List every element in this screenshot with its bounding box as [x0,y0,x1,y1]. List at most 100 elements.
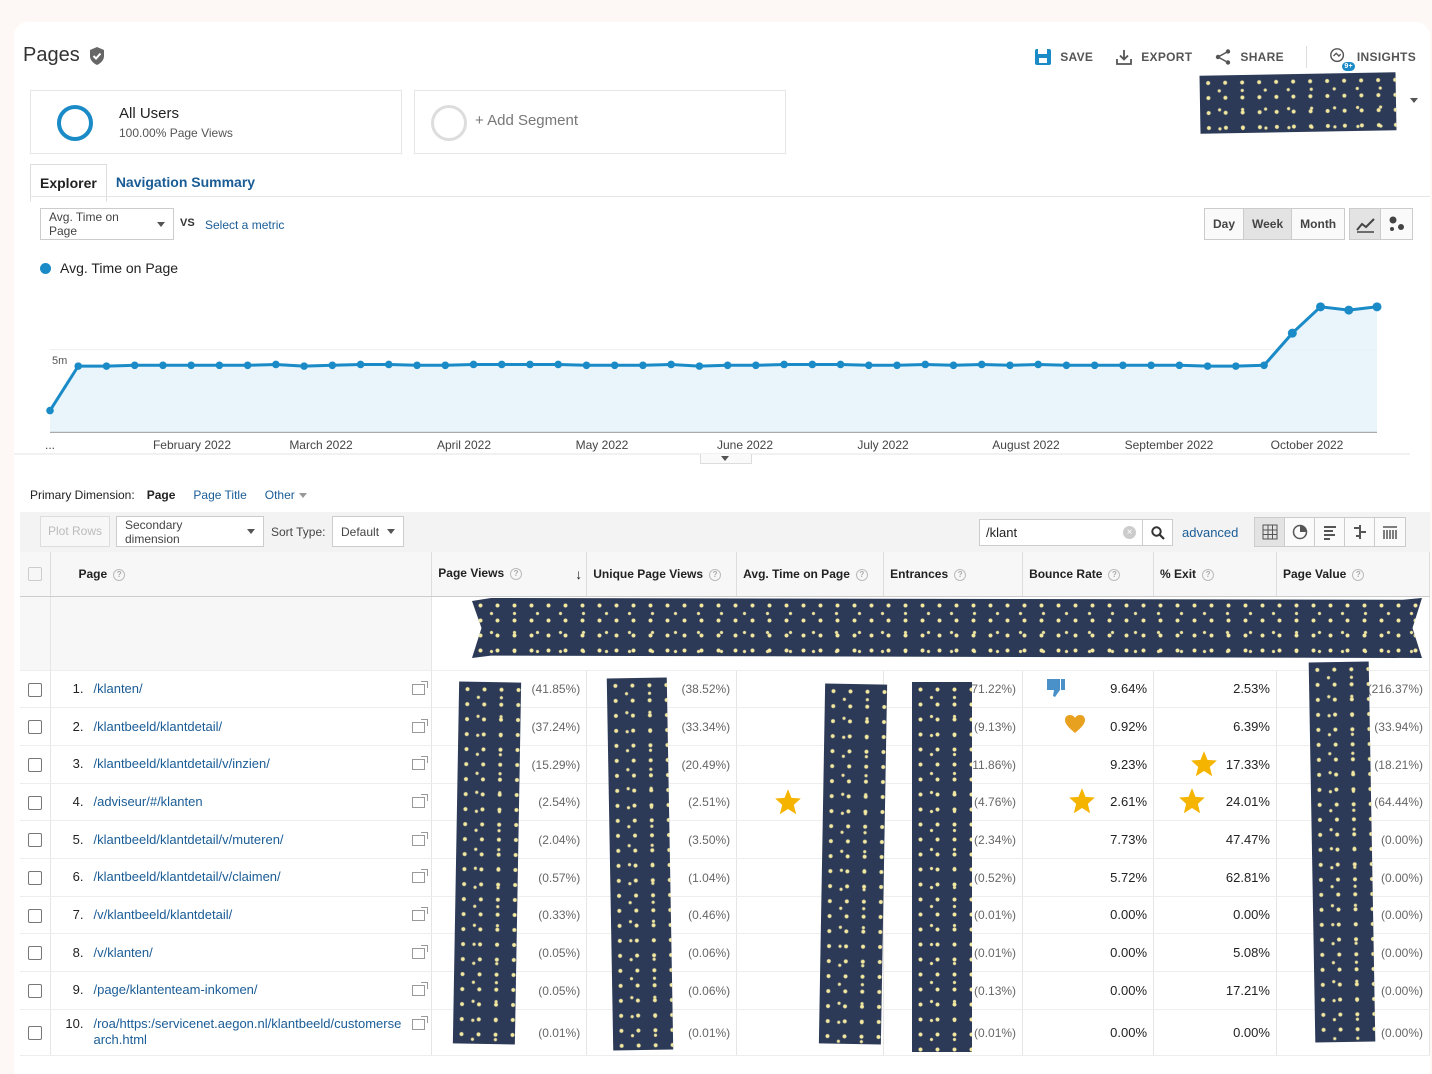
row-page-link[interactable]: /klantbeeld/klantdetail/v/claimen/ [93,869,281,885]
row-checkbox[interactable] [28,946,42,961]
data-point[interactable] [836,360,845,369]
motion-chart-button[interactable] [1381,209,1412,239]
data-point[interactable] [130,361,139,370]
data-point[interactable] [74,362,83,370]
data-point[interactable] [949,361,958,370]
col-page[interactable]: Page? [50,552,433,597]
col-entrances[interactable]: Entrances? [883,552,1024,597]
data-point[interactable] [413,361,421,370]
data-point[interactable] [582,361,591,370]
col-unique-page-views[interactable]: Unique Page Views? [586,552,738,597]
data-point[interactable] [752,361,760,370]
open-external-icon[interactable] [412,982,429,997]
search-input[interactable]: /klant [986,525,1018,540]
row-checkbox[interactable] [28,682,42,697]
period-week-button[interactable]: Week [1244,209,1293,239]
open-external-icon[interactable] [412,756,429,771]
share-button[interactable]: SHARE [1214,46,1284,68]
row-checkbox[interactable] [28,908,42,923]
open-external-icon[interactable] [412,906,429,921]
help-icon[interactable]: ? [113,568,126,581]
open-external-icon[interactable] [412,831,429,846]
metric-dropdown[interactable]: Avg. Time on Page [40,208,174,240]
data-point[interactable] [328,361,337,370]
data-point[interactable] [1147,361,1155,370]
export-button[interactable]: EXPORT [1115,46,1192,68]
view-pivot-button[interactable] [1375,518,1405,546]
row-page-link[interactable]: /klantbeeld/klantdetail/v/inzien/ [93,756,270,772]
help-icon[interactable]: ? [1108,568,1121,581]
open-external-icon[interactable] [412,869,429,884]
row-page-link[interactable]: /klantbeeld/klantdetail/v/muteren/ [93,831,284,847]
dimension-page-title[interactable]: Page Title [193,488,247,502]
data-point[interactable] [977,360,986,369]
period-day-button[interactable]: Day [1205,209,1245,239]
view-comparison-button[interactable] [1345,518,1375,546]
col-page-views[interactable]: Page Views? ↓ [431,552,588,597]
select-metric-link[interactable]: Select a metric [205,218,285,232]
view-performance-button[interactable] [1315,518,1345,546]
row-checkbox[interactable] [28,1025,42,1040]
row-checkbox[interactable] [28,871,42,886]
data-point[interactable] [1344,305,1354,315]
plot-rows-button[interactable]: Plot Rows [40,516,110,547]
row-page-link[interactable]: /adviseur/#/klanten [93,793,203,809]
open-external-icon[interactable] [412,1016,429,1031]
row-page-link[interactable]: /v/klantbeeld/klantdetail/ [93,906,233,922]
data-point[interactable] [1203,362,1212,370]
data-point[interactable] [441,361,450,370]
open-external-icon[interactable] [412,680,429,695]
help-icon[interactable]: ? [510,567,523,580]
data-point[interactable] [356,360,365,369]
data-point[interactable] [639,361,647,370]
data-point[interactable] [1175,361,1184,370]
row-checkbox[interactable] [28,833,42,848]
data-point[interactable] [497,360,506,369]
data-point[interactable] [1372,302,1382,312]
dimension-other[interactable]: Other [265,488,307,502]
col-bounce-rate[interactable]: Bounce Rate? [1022,552,1155,597]
add-segment-button[interactable]: + Add Segment [414,90,786,154]
data-point[interactable] [1260,361,1268,370]
data-point[interactable] [102,362,111,370]
row-page-link[interactable]: /klantbeeld/klantdetail/ [93,718,223,734]
data-point[interactable] [469,360,478,369]
select-all-checkbox[interactable] [28,567,42,582]
data-point[interactable] [921,360,930,369]
row-page-link[interactable]: /v/klanten/ [93,944,153,960]
tab-navigation-summary[interactable]: Navigation Summary [115,174,256,190]
insights-button[interactable]: 9+ INSIGHTS [1329,46,1416,71]
help-icon[interactable]: ? [855,568,868,581]
data-point[interactable] [667,360,675,369]
row-checkbox[interactable] [28,758,42,772]
data-point[interactable] [159,361,167,370]
help-icon[interactable]: ? [1352,568,1365,581]
open-external-icon[interactable] [412,944,429,959]
line-chart-button[interactable] [1350,209,1381,239]
data-point[interactable] [215,361,224,370]
chart-collapse-handle[interactable] [700,454,752,464]
data-point[interactable] [385,360,393,369]
view-pie-button[interactable] [1285,518,1315,546]
sort-desc-icon[interactable]: ↓ [575,565,583,582]
col-page-value[interactable]: Page Value? [1276,552,1430,597]
help-icon[interactable]: ? [954,568,967,581]
save-button[interactable]: SAVE [1034,46,1093,68]
data-point[interactable] [1119,361,1127,370]
row-page-link[interactable]: /klanten/ [93,680,143,696]
row-page-link[interactable]: /roa/https:/servicenet.aegon.nl/klantbee… [93,1016,402,1048]
col-exit[interactable]: % Exit? [1153,552,1277,597]
data-point[interactable] [893,361,901,370]
sort-type-dropdown[interactable]: Default [332,516,404,547]
help-icon[interactable]: ? [709,568,722,581]
data-point[interactable] [610,361,619,370]
date-range-caret-icon[interactable] [1410,98,1418,103]
data-point[interactable] [808,360,817,369]
tab-explorer[interactable]: Explorer [30,164,107,202]
data-point[interactable] [1006,361,1014,370]
dimension-page[interactable]: Page [146,488,176,502]
view-table-button[interactable] [1255,518,1285,546]
advanced-search-link[interactable]: advanced [1182,525,1239,540]
data-point[interactable] [526,360,534,369]
data-point[interactable] [780,360,788,369]
